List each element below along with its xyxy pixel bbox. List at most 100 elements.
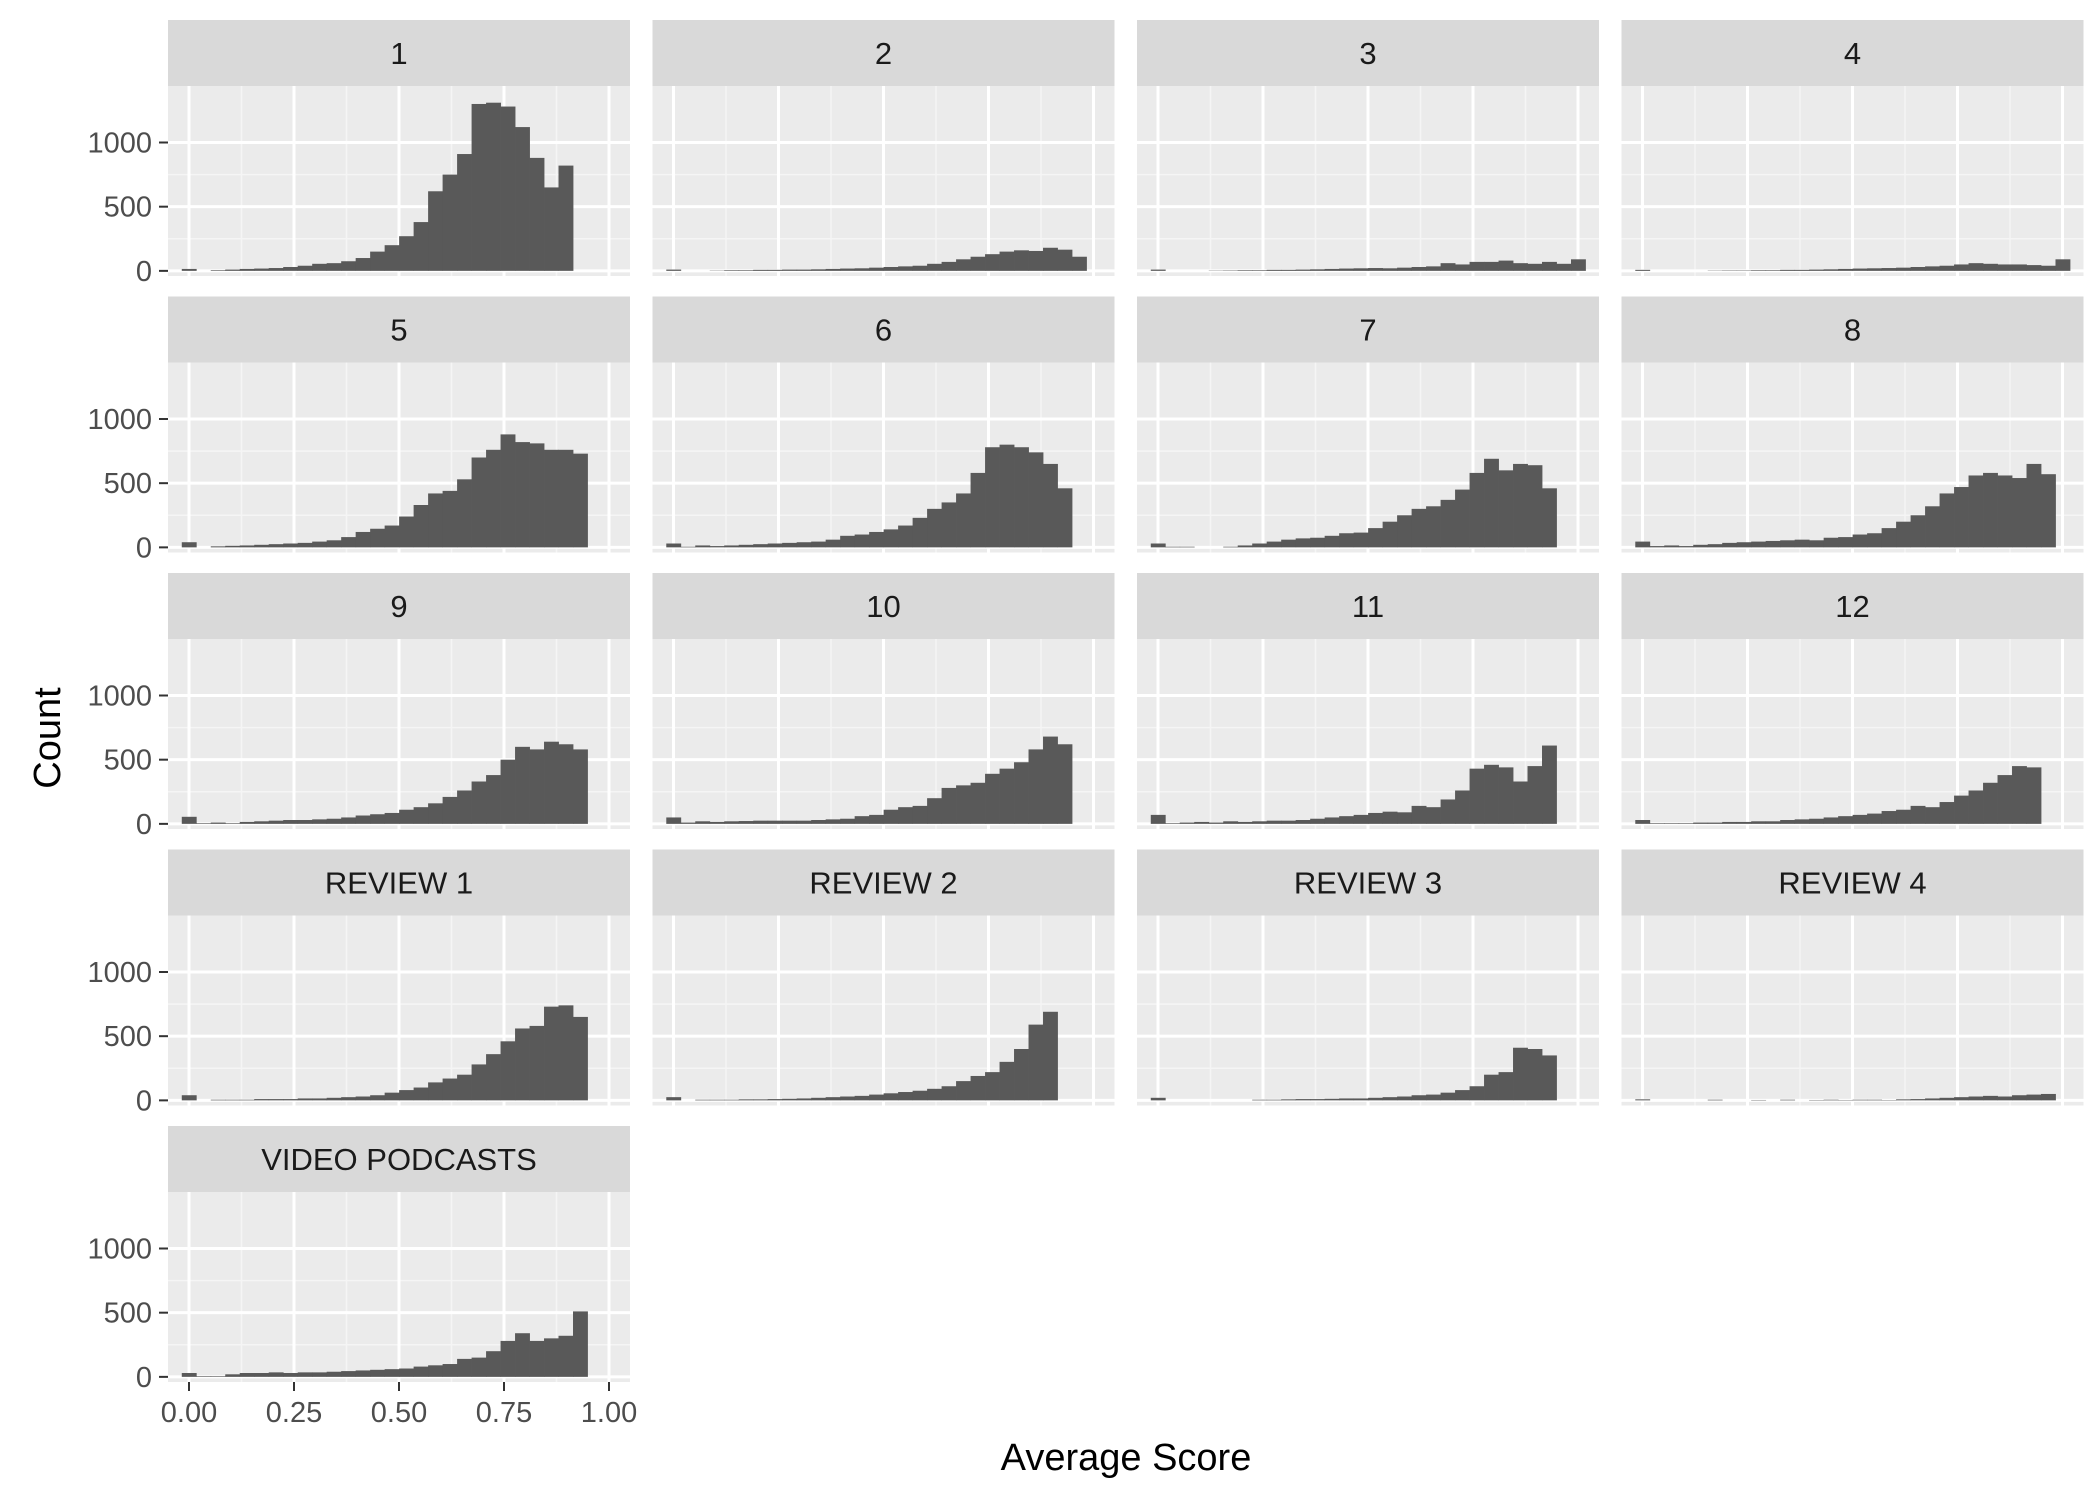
histogram-bar [854, 816, 870, 824]
histogram-bar [869, 267, 885, 271]
histogram-bar [912, 265, 928, 271]
histogram-bar [724, 821, 740, 824]
y-tick-label: 1000 [87, 680, 152, 712]
histogram-bar [1765, 821, 1781, 824]
histogram-bar [898, 1092, 914, 1101]
histogram-bar [1881, 528, 1897, 548]
histogram-bar [428, 803, 443, 824]
histogram-bar [1570, 259, 1586, 271]
facet-strip [1621, 20, 2084, 86]
histogram-bar [840, 535, 856, 548]
histogram-bar [210, 270, 226, 271]
y-tick-label: 500 [104, 745, 152, 777]
y-tick-label: 0 [136, 532, 152, 564]
histogram-bar [1736, 821, 1752, 824]
histogram-bar [1411, 805, 1427, 824]
facet-strip [652, 573, 1115, 639]
histogram-bar [341, 537, 357, 548]
histogram-bar [210, 1376, 226, 1377]
histogram-bar [767, 1099, 783, 1101]
histogram-bar [370, 1369, 386, 1377]
y-tick-label: 500 [104, 1021, 152, 1053]
histogram-bar [1794, 539, 1810, 548]
histogram-bar [1028, 749, 1044, 824]
histogram-bar [1939, 493, 1955, 548]
histogram-bar [239, 1099, 255, 1101]
histogram-bar [1867, 268, 1883, 271]
histogram-bar [457, 1074, 472, 1101]
histogram-bar [1324, 817, 1340, 824]
histogram-bar [1498, 1072, 1514, 1101]
histogram-bar [1983, 263, 1998, 271]
histogram-bar [1469, 768, 1485, 824]
histogram-bar [515, 127, 530, 271]
histogram-bar [898, 525, 914, 548]
histogram-bar [666, 1097, 682, 1101]
facet-panel: REVIEW 2 [652, 849, 1115, 1106]
histogram-bar [515, 1028, 530, 1101]
histogram-bar [1635, 820, 1651, 824]
histogram-bar [1310, 537, 1326, 548]
x-tick-label: 0.25 [266, 1397, 322, 1429]
histogram-bar [1925, 266, 1940, 271]
histogram-bar [1440, 263, 1456, 271]
histogram-bar [825, 819, 841, 824]
histogram-bar [1368, 812, 1384, 824]
histogram-bar [1150, 269, 1166, 271]
histogram-bar [753, 1099, 769, 1101]
histogram-bar [1397, 267, 1412, 271]
histogram-bar [355, 1096, 371, 1101]
histogram-bar [1939, 265, 1955, 271]
histogram-bar [1455, 790, 1470, 824]
histogram-bar [1823, 537, 1839, 548]
facet-panel: 11 [1137, 573, 1599, 829]
histogram-bar [239, 545, 255, 548]
histogram-bar [471, 1357, 487, 1377]
facet-panel: 9 0 500 1000 [87, 573, 630, 841]
histogram-bar [1397, 812, 1412, 824]
histogram-bar [1057, 744, 1073, 824]
histogram-bar [1794, 269, 1810, 271]
histogram-bar [1527, 766, 1543, 824]
histogram-bar [529, 157, 545, 271]
histogram-bar [1527, 1049, 1543, 1101]
facet-panel: 3 [1137, 20, 1599, 276]
facet-strip [1621, 296, 2084, 363]
histogram-bar [312, 819, 328, 824]
histogram-bar [883, 529, 899, 548]
histogram-bar [1426, 506, 1441, 548]
histogram-bar [1324, 535, 1340, 548]
facet-panel: 6 [652, 296, 1115, 553]
y-tick-label: 0 [136, 1085, 152, 1117]
histogram-bar [1440, 499, 1456, 548]
histogram-bar [1368, 268, 1384, 271]
histogram-bar [1266, 541, 1282, 548]
histogram-bar [225, 1099, 241, 1101]
histogram-bar [1484, 1074, 1499, 1101]
histogram-bar [1028, 452, 1044, 548]
histogram-bar [1266, 269, 1282, 271]
histogram-bar [695, 545, 711, 548]
facet-strip [1137, 20, 1599, 86]
facet-strip [168, 573, 630, 639]
histogram-bar [1411, 267, 1427, 271]
histogram-bar [268, 1099, 284, 1101]
histogram-bar [355, 1370, 371, 1377]
histogram-bar [1165, 823, 1181, 824]
histogram-bar [1513, 781, 1528, 824]
y-tick-label: 1000 [87, 1233, 152, 1265]
histogram-bar [1635, 541, 1651, 548]
histogram-bar [1968, 790, 1984, 824]
histogram-bar [2041, 1093, 2056, 1101]
histogram-bar [1440, 1092, 1456, 1101]
histogram-bar [709, 1099, 725, 1101]
histogram-bar [283, 1373, 299, 1377]
histogram-bar [1635, 269, 1651, 271]
histogram-bar [1281, 820, 1297, 824]
facet-panel: 5 0 500 1000 [87, 296, 630, 564]
histogram-bar [544, 1338, 559, 1377]
x-tick-label: 0.50 [371, 1397, 427, 1429]
histogram-bar [782, 820, 798, 824]
histogram-bar [985, 447, 1000, 548]
